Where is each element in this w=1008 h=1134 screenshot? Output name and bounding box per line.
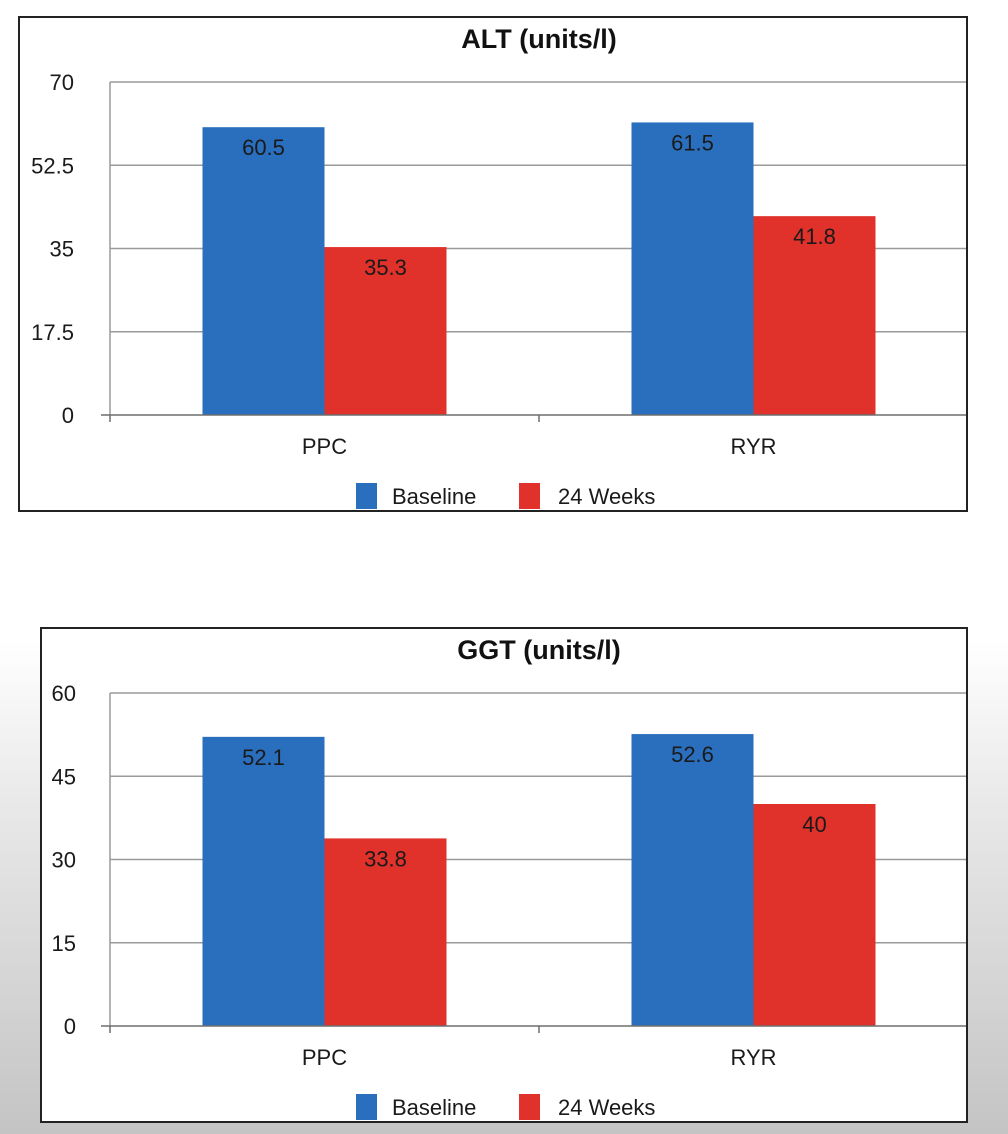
legend-swatch-baseline (356, 1094, 377, 1120)
legend-label-24-weeks: 24 Weeks (558, 1095, 655, 1120)
legend-swatch-baseline (356, 483, 377, 509)
x-category-label: RYR (730, 434, 776, 459)
data-label: 60.5 (242, 135, 285, 160)
data-label: 40 (802, 812, 826, 837)
y-tick-label: 0 (62, 403, 74, 428)
x-category-label: RYR (730, 1045, 776, 1070)
data-label: 35.3 (364, 255, 407, 280)
y-tick-label: 52.5 (31, 153, 74, 178)
data-label: 52.6 (671, 742, 714, 767)
y-tick-label: 0 (64, 1014, 76, 1039)
y-tick-label: 60 (52, 681, 76, 706)
legend-label-baseline: Baseline (392, 484, 476, 509)
legend-swatch-24-weeks (519, 483, 540, 509)
y-tick-label: 70 (50, 70, 74, 95)
bar-ryr-baseline (631, 734, 754, 1026)
data-label: 33.8 (364, 846, 407, 871)
ggt-chart-plot: GGT (units/l) 0 15 30 45 60 52.1 33.8 PPC 52.6 40… (52, 635, 966, 1120)
chart-title: GGT (units/l) (457, 635, 620, 665)
y-tick-label: 30 (52, 848, 76, 873)
legend-label-baseline: Baseline (392, 1095, 476, 1120)
ggt-chart: GGT (units/l) 0 15 30 45 60 52.1 33.8 PPC 52.6 40… (40, 627, 968, 1123)
bar-ppc-24-weeks (324, 838, 447, 1026)
y-tick-label: 15 (52, 931, 76, 956)
legend-swatch-24-weeks (519, 1094, 540, 1120)
legend-label-24-weeks: 24 Weeks (558, 484, 655, 509)
y-tick-label: 17.5 (31, 320, 74, 345)
bar-ppc-baseline (202, 127, 325, 415)
data-label: 52.1 (242, 745, 285, 770)
chart-title: ALT (units/l) (461, 24, 616, 54)
y-tick-label: 45 (52, 764, 76, 789)
y-tick-label: 35 (50, 237, 74, 262)
data-label: 41.8 (793, 224, 836, 249)
bar-ppc-baseline (202, 736, 325, 1026)
x-category-label: PPC (302, 1045, 347, 1070)
bar-ryr-baseline (631, 122, 754, 415)
bar-ppc-24-weeks (324, 247, 447, 415)
data-label: 61.5 (671, 130, 714, 155)
alt-chart: ALT (units/l) 0 17.5 35 52.5 70 60.5 35.3 PPC 61… (18, 16, 968, 512)
bar-ryr-24-weeks (753, 216, 876, 415)
bar-ryr-24-weeks (753, 804, 876, 1026)
x-category-label: PPC (302, 434, 347, 459)
alt-chart-plot: ALT (units/l) 0 17.5 35 52.5 70 60.5 35.3 PPC 61… (31, 24, 966, 509)
